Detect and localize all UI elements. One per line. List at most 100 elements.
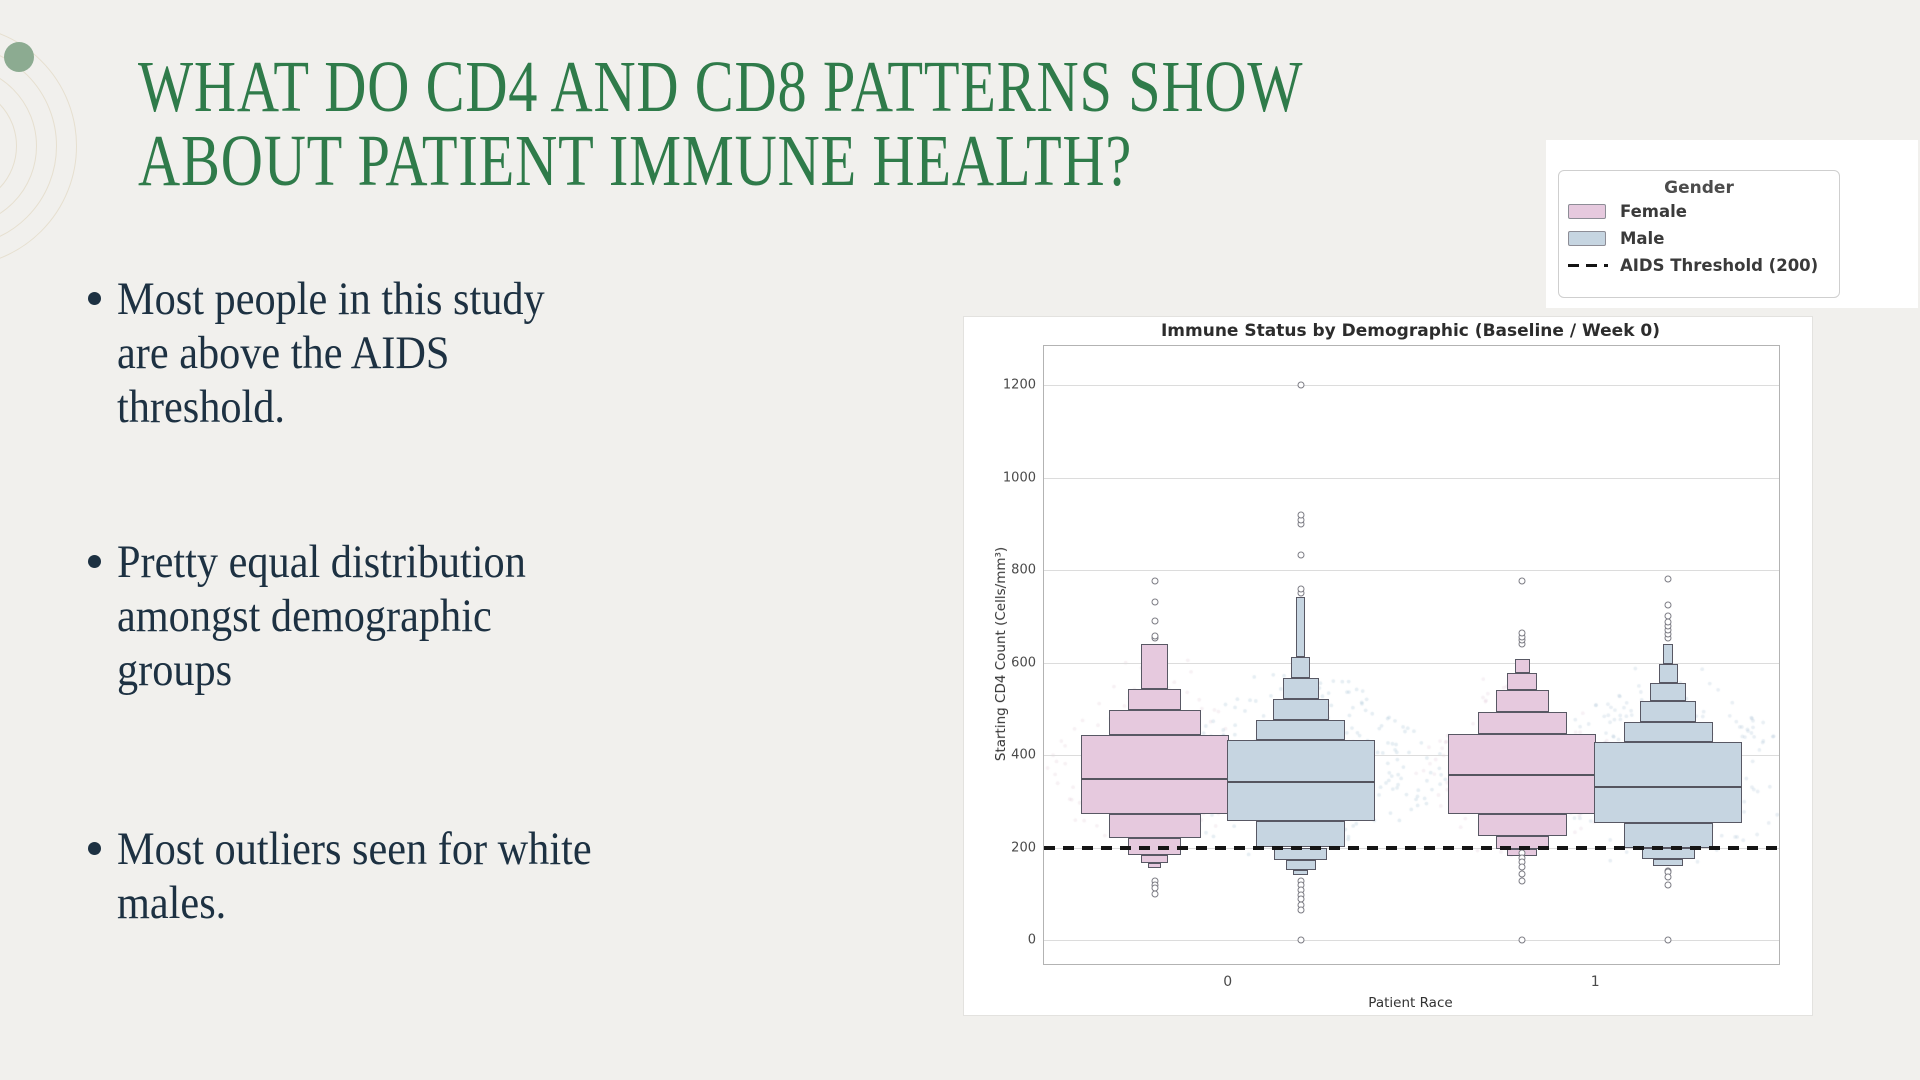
y-tick-label: 200: [1011, 840, 1036, 855]
outlier-point: [1297, 585, 1305, 593]
boxen-box: [1256, 719, 1346, 741]
boxen-box: [1594, 742, 1743, 824]
gridline: [1044, 662, 1779, 664]
boxen-box: [1641, 848, 1695, 859]
bullet-text: Pretty equal distribution amongst demogr…: [117, 536, 526, 697]
outlier-point: [1297, 936, 1305, 944]
outlier-point: [1664, 881, 1672, 888]
legend: Gender Female Male AIDS Threshold (200): [1558, 170, 1840, 298]
x-axis-label: Patient Race: [1368, 995, 1453, 1011]
boxen-box: [1293, 869, 1309, 876]
y-tick-label: 1000: [1002, 470, 1036, 485]
boxen-box: [1653, 858, 1684, 866]
gridline: [1044, 940, 1779, 941]
bullet-dot-icon: [88, 292, 101, 305]
bullet-item: Most outliers seen for white males.: [88, 822, 644, 930]
outlier-point: [1664, 575, 1672, 583]
boxen-box: [1108, 710, 1201, 736]
bullet-dot-icon: [88, 842, 101, 855]
legend-item-female: Female: [1559, 198, 1839, 225]
boxen-box: [1640, 701, 1697, 723]
legend-item-threshold: AIDS Threshold (200): [1559, 252, 1839, 279]
y-tick-label: 0: [1027, 932, 1036, 948]
outlier-point: [1297, 381, 1305, 389]
accent-circle: [4, 42, 34, 72]
outlier-point: [1518, 870, 1526, 878]
outlier-point: [1664, 936, 1672, 944]
title-line: ABOUT PATIENT IMMUNE HEALTH?: [138, 120, 1133, 202]
outlier-point: [1518, 577, 1526, 585]
outlier-point: [1151, 890, 1159, 898]
y-tick-label: 600: [1011, 655, 1036, 670]
y-tick-label: 800: [1011, 562, 1036, 578]
female-swatch-icon: [1568, 204, 1606, 219]
outlier-point: [1518, 629, 1526, 637]
outlier-point: [1518, 936, 1526, 944]
boxen-box: [1226, 740, 1375, 821]
boxen-box: [1477, 814, 1567, 836]
y-tick-label: 400: [1011, 747, 1036, 763]
boxen-box: [1296, 596, 1306, 657]
x-tick-label: 1: [1590, 974, 1600, 990]
outlier-point: [1664, 873, 1672, 881]
gridline: [1044, 755, 1779, 756]
boxen-box: [1291, 656, 1311, 679]
median-line: [1448, 773, 1597, 776]
bullet-item: Pretty equal distribution amongst demogr…: [88, 535, 571, 697]
boxen-plot-area: 0 200 400 600 800 1000 1200 0 1: [1003, 345, 1780, 990]
threshold-line: [1044, 846, 1779, 850]
outlier-point: [1151, 617, 1159, 625]
title-line: WHAT DO CD4 AND CD8 PATTERNS SHOW: [138, 46, 1304, 127]
legend-label: AIDS Threshold (200): [1620, 256, 1819, 275]
bullet-dot-icon: [88, 555, 101, 568]
outlier-point: [1297, 511, 1305, 519]
outlier-point: [1518, 863, 1526, 871]
x-tick-label: 0: [1223, 974, 1233, 990]
boxen-box: [1080, 735, 1229, 815]
boxen-box: [1495, 690, 1549, 712]
bullet-text: Most people in this study are above the …: [117, 273, 545, 434]
boxen-box: [1272, 699, 1329, 720]
boxen-box: [1108, 814, 1201, 838]
boxen-box: [1282, 678, 1319, 700]
boxen-box: [1663, 644, 1674, 665]
gridline: [1044, 477, 1779, 479]
boxen-box: [1148, 862, 1162, 869]
boxen-box: [1623, 722, 1713, 743]
y-axis-label: Starting CD4 Count (Cells/mm³): [993, 546, 1009, 762]
legend-item-male: Male: [1559, 225, 1839, 252]
median-line: [1594, 786, 1743, 789]
boxen-box: [1141, 644, 1169, 689]
boxen-box: [1650, 682, 1686, 702]
boxen-box: [1477, 711, 1567, 735]
median-line: [1226, 780, 1375, 783]
legend-background: Gender Female Male AIDS Threshold (200): [1546, 140, 1918, 308]
dashed-line-icon: [1568, 263, 1608, 268]
y-tick-label: 1200: [1002, 377, 1036, 393]
outlier-point: [1151, 632, 1159, 640]
chart-title: Immune Status by Demographic (Baseline /…: [1160, 321, 1661, 341]
outlier-point: [1151, 598, 1159, 606]
gridline: [1044, 570, 1779, 571]
outlier-point: [1518, 877, 1526, 885]
outlier-point: [1151, 577, 1159, 585]
boxen-box: [1623, 823, 1713, 849]
bullet-item: Most people in this study are above the …: [88, 272, 592, 434]
legend-label: Female: [1620, 202, 1687, 221]
boxen-box: [1514, 658, 1530, 673]
legend-title: Gender: [1664, 178, 1734, 198]
boxen-box: [1256, 820, 1346, 848]
male-swatch-icon: [1568, 231, 1606, 246]
boxen-box: [1128, 688, 1182, 711]
bullet-text: Most outliers seen for white males.: [117, 823, 592, 930]
outlier-point: [1664, 601, 1672, 609]
boxen-box: [1658, 664, 1678, 683]
median-line: [1080, 778, 1229, 781]
gridline: [1044, 385, 1779, 386]
outlier-point: [1297, 551, 1305, 559]
outlier-point: [1664, 612, 1672, 620]
outlier-point: [1297, 906, 1305, 914]
boxen-box: [1507, 672, 1538, 691]
page-title: WHAT DO CD4 AND CD8 PATTERNS SHOW ABOUT …: [138, 46, 1595, 202]
